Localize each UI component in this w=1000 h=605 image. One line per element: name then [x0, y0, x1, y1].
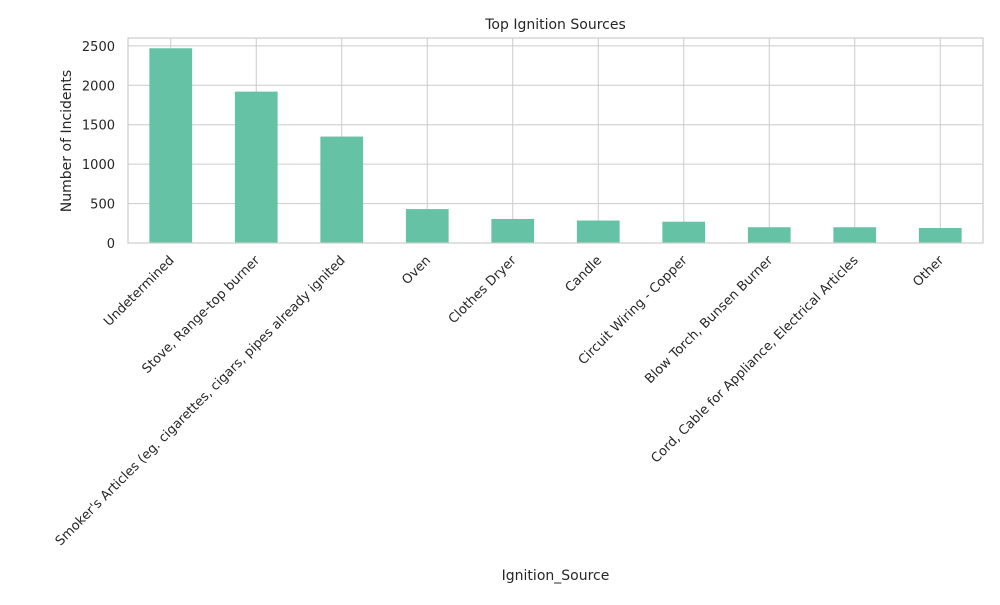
bar-layer [149, 48, 962, 243]
x-tick-label: Other [910, 253, 947, 290]
bar [491, 218, 535, 243]
x-tick-label: Undetermined [101, 253, 177, 329]
bar [576, 220, 620, 243]
x-tick-label: Cord, Cable for Appliance, Electrical Ar… [649, 253, 862, 466]
plot-frame [127, 37, 984, 244]
bar [234, 91, 278, 243]
x-tick-label: Smoker's Articles (eg. cigarettes, cigar… [53, 253, 349, 549]
y-axis-label: Number of Incidents [59, 70, 75, 212]
bar [149, 48, 193, 243]
x-tick-label: Clothes Dryer [446, 253, 520, 327]
bar [833, 227, 877, 243]
y-tick-label: 0 [107, 237, 115, 252]
y-tick-label: 500 [90, 198, 115, 213]
y-tick-label: 2500 [82, 40, 115, 55]
bar [662, 221, 706, 243]
bar [320, 136, 364, 243]
y-tick-label: 1500 [82, 119, 115, 134]
bar [747, 227, 791, 243]
bar [918, 228, 962, 243]
x-tick-label: Candle [563, 253, 606, 296]
y-tick-labels: 0 500 1000 1500 2000 2500 [82, 40, 115, 252]
chart-title: Top Ignition Sources [484, 17, 626, 33]
y-tick-label: 2000 [82, 79, 115, 94]
x-tick-label: Oven [399, 253, 434, 288]
x-axis-label: Ignition_Source [502, 568, 610, 584]
bar [405, 209, 449, 243]
y-tick-label: 1000 [82, 158, 115, 173]
